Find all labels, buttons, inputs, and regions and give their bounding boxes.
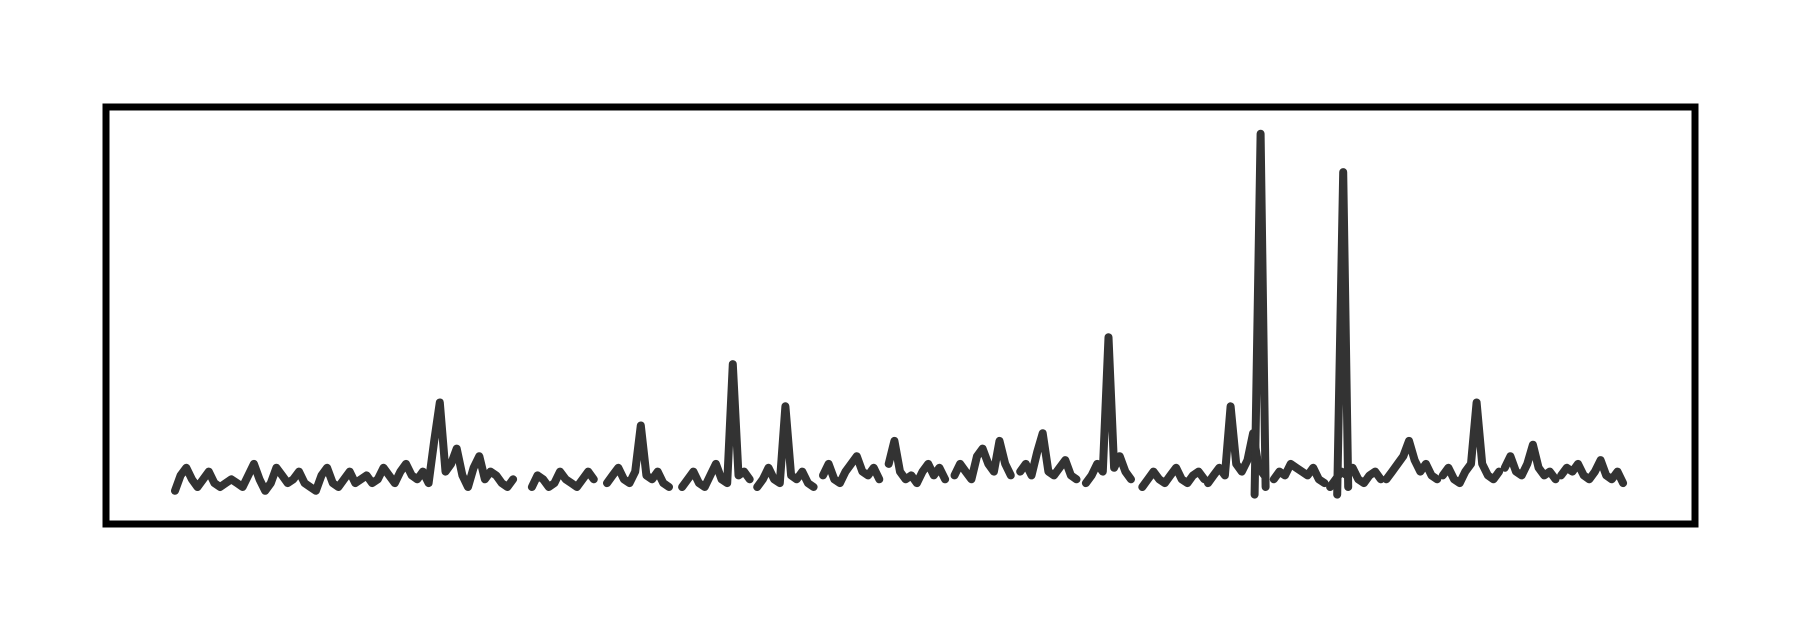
series-peak-2 [1333, 168, 1353, 499]
series-line-segment-3 [603, 421, 673, 491]
series-group [171, 129, 1628, 499]
series-line-segment-13 [1269, 459, 1329, 488]
series-line-segment-2 [527, 467, 598, 491]
plot-frame [102, 103, 1699, 528]
series-line-segment-8 [950, 436, 1015, 484]
series-line-segment-15 [1382, 436, 1442, 484]
series-line-segment-18 [1557, 456, 1628, 488]
series-line-segment-4 [678, 360, 754, 491]
series-line-segment-10 [1081, 333, 1135, 488]
series-line-segment-11 [1138, 463, 1209, 491]
series-line-segment-6 [819, 452, 884, 488]
series-line-segment-9 [1016, 429, 1081, 484]
series-peak-1 [1250, 129, 1270, 499]
series-line-segment-5 [753, 402, 818, 491]
series-line-segment-7 [884, 436, 950, 488]
series-line-segment-16 [1438, 398, 1504, 488]
series-line-segment-1 [171, 398, 518, 495]
series-line-segment-17 [1500, 440, 1560, 484]
